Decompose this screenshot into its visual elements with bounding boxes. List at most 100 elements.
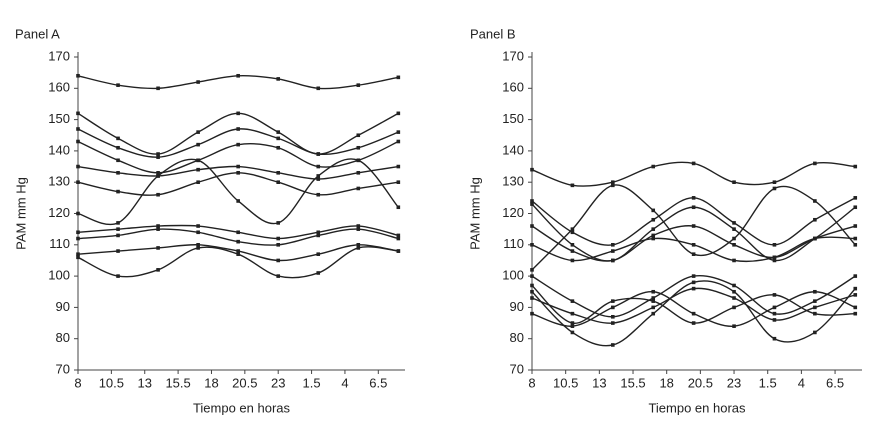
series-marker [156, 86, 160, 91]
y-tick-label: 100 [48, 268, 70, 283]
series-marker [76, 164, 80, 169]
series-marker [651, 296, 656, 300]
x-tick-label: 20.5 [688, 375, 713, 390]
series-marker [196, 80, 200, 84]
series-marker [772, 186, 777, 191]
series-marker [116, 221, 120, 225]
series-line [77, 172, 399, 196]
series-marker [530, 268, 534, 272]
series-marker [570, 299, 575, 303]
series-marker [276, 236, 281, 241]
x-tick-label: 1.5 [759, 375, 777, 390]
series-marker [316, 192, 321, 197]
series-marker [570, 227, 575, 231]
y-tick-label: 150 [502, 111, 524, 126]
series-marker [76, 255, 80, 260]
x-tick-label: 1.5 [303, 375, 321, 390]
x-tick-label: 20.5 [232, 375, 257, 390]
series-marker [853, 243, 858, 247]
series-marker [813, 305, 817, 310]
y-tick-label: 160 [48, 80, 70, 95]
series-marker [196, 246, 200, 250]
series-marker [530, 283, 534, 288]
series-marker [356, 227, 361, 231]
series-marker [691, 224, 696, 228]
series-marker [772, 258, 777, 263]
series-marker [276, 145, 281, 150]
series-marker [396, 111, 401, 116]
series-marker [236, 199, 240, 203]
series-marker [691, 243, 696, 247]
series-marker [732, 296, 736, 300]
series-marker [116, 227, 120, 231]
series-marker [116, 171, 120, 175]
y-tick-label: 100 [502, 268, 524, 283]
series-marker [813, 236, 817, 241]
series-marker [276, 77, 281, 81]
series-marker [611, 180, 615, 184]
series-marker [396, 164, 401, 169]
series-marker [276, 130, 281, 134]
series-marker [853, 286, 858, 291]
series-marker [236, 230, 240, 235]
series-marker [356, 133, 361, 138]
y-tick-label: 130 [502, 174, 524, 189]
series-marker [356, 158, 361, 163]
series-marker [611, 258, 615, 263]
series-marker [813, 330, 817, 335]
series-marker [156, 174, 160, 178]
series-marker [356, 145, 361, 150]
series-marker [691, 196, 696, 200]
series-line [77, 158, 399, 226]
series-marker [276, 171, 281, 175]
series-marker [276, 221, 281, 225]
x-tick-label: 8 [74, 375, 81, 390]
series-marker [772, 336, 777, 341]
series-marker [156, 155, 160, 159]
series-marker [396, 233, 401, 238]
y-tick-label: 90 [510, 299, 524, 314]
series-marker [570, 258, 575, 263]
y-tick-label: 170 [48, 48, 70, 63]
series-marker [611, 243, 615, 247]
series-marker [772, 293, 777, 297]
x-tick-label: 10.5 [553, 375, 578, 390]
series-marker [530, 202, 534, 206]
series-marker [570, 330, 575, 335]
series-marker [196, 243, 200, 247]
series-marker [530, 199, 534, 203]
series-marker [276, 136, 281, 141]
series-marker [76, 73, 80, 78]
series-marker [116, 158, 120, 163]
series-marker [853, 274, 858, 278]
series-marker [236, 249, 240, 253]
series-marker [116, 249, 120, 253]
series-marker [570, 249, 575, 253]
series-marker [156, 268, 160, 272]
series-marker [196, 180, 200, 184]
series-marker [316, 152, 321, 156]
series-marker [853, 311, 858, 316]
series-marker [156, 152, 160, 156]
series-marker [691, 205, 696, 210]
series-marker [116, 145, 120, 150]
series-marker [732, 243, 736, 247]
series-marker [156, 192, 160, 197]
y-tick-label: 170 [502, 48, 524, 63]
series-marker [530, 167, 534, 172]
series-marker [356, 186, 361, 191]
x-tick-label: 15.5 [620, 375, 645, 390]
series-marker [611, 321, 615, 325]
series-marker [732, 236, 736, 241]
series-marker [116, 233, 120, 238]
series-marker [853, 236, 858, 241]
series-marker [611, 343, 615, 347]
series-marker [530, 243, 534, 247]
series-marker [196, 167, 200, 172]
x-tick-label: 13 [592, 375, 606, 390]
series-marker [116, 189, 120, 194]
series-marker [76, 236, 80, 241]
series-marker [651, 311, 656, 316]
series-marker [570, 243, 575, 247]
